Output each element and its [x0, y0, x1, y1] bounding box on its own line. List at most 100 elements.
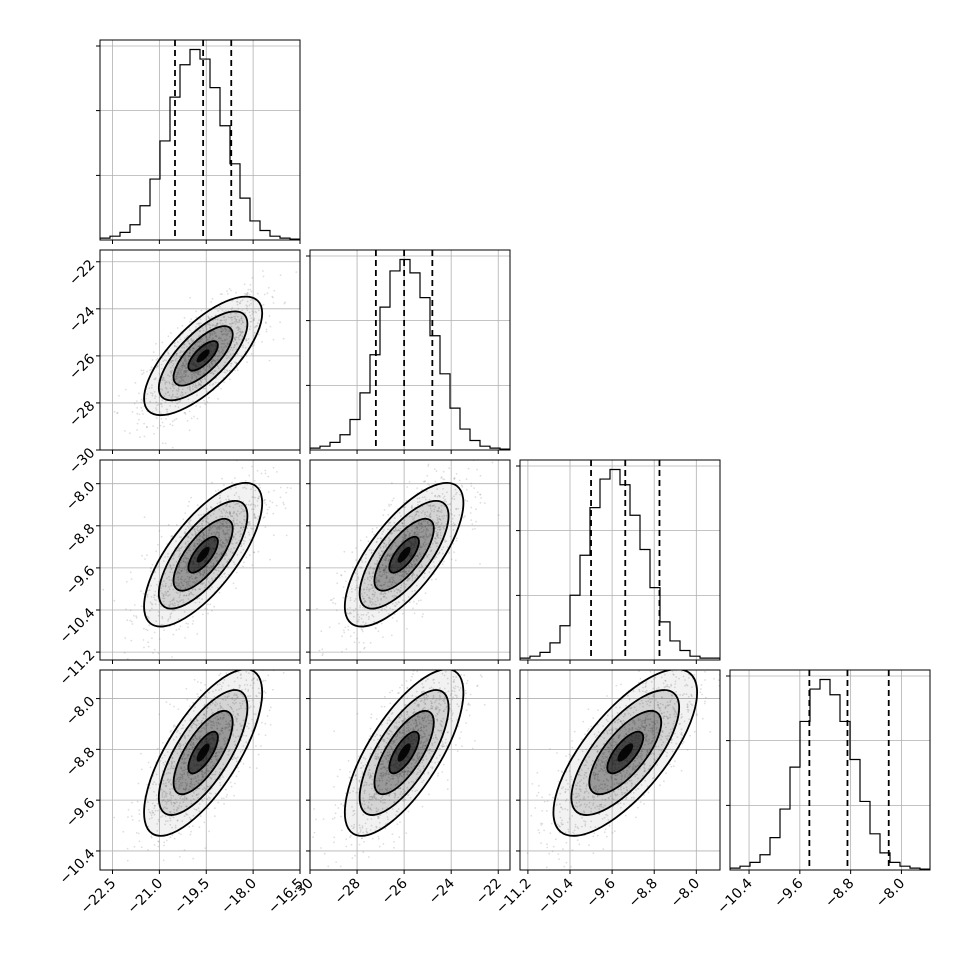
scatter-point — [214, 807, 216, 810]
scatter-point — [164, 556, 167, 558]
scatter-point — [188, 593, 191, 596]
scatter-point — [175, 540, 177, 543]
scatter-point — [254, 496, 257, 499]
scatter-point — [180, 578, 183, 581]
scatter-point — [358, 641, 361, 644]
scatter-point — [247, 288, 250, 291]
scatter-point — [219, 305, 221, 308]
scatter-point — [189, 351, 191, 354]
scatter-point — [479, 563, 481, 565]
scatter-point — [226, 532, 228, 535]
scatter-point — [188, 576, 191, 579]
scatter-point — [171, 369, 173, 372]
scatter-point — [171, 535, 174, 538]
scatter-point — [140, 401, 142, 404]
scatter-point — [237, 524, 239, 527]
scatter-point — [236, 326, 239, 329]
scatter-point — [193, 371, 196, 374]
scatter-point — [183, 611, 186, 613]
scatter-point — [232, 506, 235, 509]
scatter-point — [157, 840, 160, 843]
scatter-point — [160, 624, 162, 627]
scatter-point — [205, 507, 208, 510]
scatter-point — [199, 689, 202, 691]
scatter-point — [164, 442, 167, 445]
scatter-point — [353, 631, 355, 634]
scatter-point — [197, 382, 200, 384]
scatter-point — [343, 550, 346, 553]
scatter-point — [211, 360, 214, 363]
scatter-point — [282, 337, 285, 340]
scatter-point — [241, 319, 244, 322]
scatter-point — [248, 554, 251, 556]
scatter-point — [168, 579, 171, 581]
scatter-point — [161, 341, 164, 344]
scatter-point — [207, 323, 209, 326]
scatter-point — [163, 841, 166, 844]
scatter-point — [332, 597, 335, 600]
scatter-point — [104, 677, 106, 679]
scatter-point — [178, 596, 181, 599]
scatter-point — [189, 576, 191, 579]
scatter-point — [173, 366, 176, 369]
scatter-point — [202, 367, 205, 370]
scatter-point — [226, 369, 228, 371]
scatter-point — [254, 504, 256, 507]
scatter-point — [256, 504, 259, 507]
scatter-point — [207, 580, 210, 583]
scatter-point — [244, 293, 246, 295]
scatter-point — [424, 592, 427, 594]
scatter-point — [218, 534, 220, 536]
scatter-point — [234, 338, 237, 341]
scatter-point — [150, 391, 152, 394]
scatter-point — [236, 522, 238, 525]
scatter-point — [242, 344, 245, 347]
scatter-point — [187, 375, 190, 378]
scatter-point — [285, 491, 288, 494]
scatter-point — [229, 525, 231, 527]
scatter-point — [190, 533, 193, 536]
scatter-point — [174, 359, 177, 362]
scatter-point — [167, 335, 170, 338]
scatter-point — [239, 300, 242, 303]
scatter-point — [184, 587, 187, 589]
scatter-point — [253, 479, 256, 482]
scatter-point — [321, 654, 324, 657]
scatter-point — [138, 809, 141, 812]
scatter-point — [185, 370, 188, 372]
scatter-point — [202, 573, 205, 575]
scatter-point — [279, 321, 281, 324]
scatter-point — [218, 525, 221, 528]
scatter-point — [151, 411, 154, 413]
scatter-point — [179, 588, 182, 590]
scatter-point — [197, 335, 200, 338]
scatter-point — [201, 522, 203, 525]
scatter-point — [173, 344, 176, 347]
scatter-point — [261, 341, 263, 343]
scatter-point — [471, 523, 474, 526]
scatter-point — [223, 381, 226, 384]
scatter-point — [253, 517, 256, 519]
scatter-point — [184, 561, 187, 563]
scatter-point — [220, 319, 222, 322]
hist-panel-1 — [306, 249, 511, 454]
scatter-point — [168, 593, 171, 596]
scatter-point — [172, 588, 175, 591]
scatter-point — [351, 551, 354, 554]
scatter-point — [177, 566, 180, 568]
scatter-point — [183, 358, 186, 361]
scatter-point — [185, 362, 188, 365]
scatter-point — [175, 345, 178, 348]
scatter-point — [169, 730, 172, 733]
scatter-point — [201, 524, 204, 527]
scatter-point — [210, 362, 213, 365]
scatter-point — [208, 336, 211, 339]
scatter-point — [249, 288, 252, 291]
scatter-point — [208, 567, 211, 569]
scatter-point — [215, 559, 218, 562]
scatter-point — [170, 579, 173, 582]
scatter-point — [201, 570, 204, 573]
scatter-point — [165, 701, 168, 703]
scatter-point — [213, 509, 216, 512]
scatter-point — [274, 640, 276, 642]
